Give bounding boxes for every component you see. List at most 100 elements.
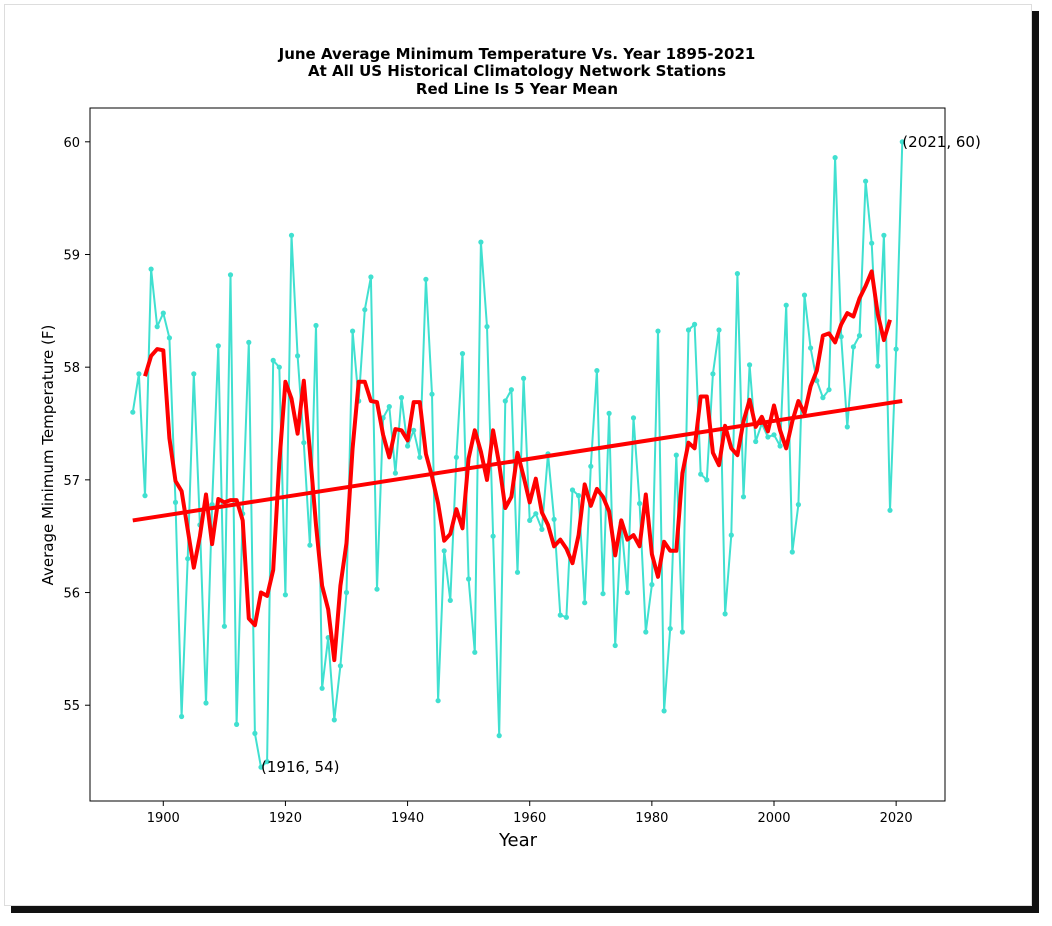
data-point (466, 576, 472, 582)
data-point (490, 533, 496, 539)
x-tick-label: 2000 (757, 811, 790, 826)
x-tick-label: 1940 (391, 811, 424, 826)
data-point (496, 733, 502, 739)
data-point (301, 440, 307, 446)
data-point (423, 276, 429, 282)
chart-title-line-1: June Average Minimum Temperature Vs. Yea… (278, 45, 756, 63)
y-tick-label: 60 (63, 136, 80, 151)
x-tick-label: 1920 (269, 811, 302, 826)
data-point (826, 387, 832, 393)
data-point (844, 424, 850, 430)
data-point (185, 556, 191, 562)
data-point (887, 507, 893, 513)
data-point (521, 375, 527, 381)
data-point (258, 764, 264, 770)
data-point (728, 532, 734, 538)
y-tick-label: 56 (63, 587, 80, 602)
data-point (282, 592, 288, 598)
five-year-mean-line (143, 269, 892, 663)
data-point (307, 542, 313, 548)
data-point (160, 310, 166, 316)
plot-area-frame (89, 107, 946, 802)
data-point (386, 404, 392, 410)
data-point (313, 322, 319, 329)
x-tick-label: 2020 (880, 811, 913, 826)
data-point (820, 395, 826, 401)
data-point (246, 339, 252, 345)
chart-title-line-2: At All US Historical Climatology Network… (308, 62, 726, 80)
data-point (221, 623, 227, 629)
data-point (453, 454, 459, 460)
data-point (881, 232, 887, 238)
data-point (655, 328, 661, 334)
plot-marks: (1916, 54) (2021, 60) (130, 133, 981, 776)
data-point (343, 589, 350, 596)
data-point (661, 708, 667, 714)
data-point (692, 321, 698, 327)
data-point (447, 597, 453, 604)
data-point (582, 600, 588, 606)
x-tick-label: 1900 (147, 811, 180, 826)
data-point (502, 398, 508, 404)
data-point (899, 139, 905, 145)
data-point (154, 324, 160, 330)
data-point (624, 589, 631, 596)
data-point (765, 434, 771, 440)
data-point (191, 371, 197, 377)
data-point (673, 452, 679, 458)
data-point (710, 371, 716, 377)
data-point (478, 239, 484, 245)
data-point (801, 292, 808, 298)
data-point (808, 345, 814, 351)
data-point (832, 155, 838, 161)
data-point (533, 511, 539, 517)
data-point (331, 717, 337, 723)
data-point (368, 274, 374, 280)
data-point (740, 494, 747, 500)
data-point (612, 642, 618, 649)
data-point (875, 363, 881, 369)
data-point (551, 516, 557, 522)
annotation-label: (2021, 60) (902, 133, 981, 151)
data-point (508, 387, 514, 393)
y-tick-label: 55 (63, 699, 80, 714)
data-point (142, 493, 148, 499)
data-point (594, 368, 600, 374)
data-point (856, 333, 863, 339)
data-point (172, 499, 179, 505)
y-tick-label: 57 (63, 474, 80, 489)
data-point (337, 663, 343, 669)
data-point (276, 364, 282, 370)
data-point (227, 272, 234, 278)
data-point (295, 353, 301, 359)
y-tick-label: 58 (63, 361, 80, 376)
data-point (130, 409, 136, 415)
data-point (771, 432, 777, 438)
data-point (270, 357, 276, 363)
data-point (863, 178, 869, 184)
data-point (704, 477, 710, 483)
data-point (472, 649, 478, 655)
data-point (734, 271, 741, 277)
data-point (716, 327, 722, 333)
data-point (747, 362, 753, 368)
data-point (539, 526, 545, 533)
data-point (722, 611, 728, 617)
data-point (850, 344, 857, 350)
data-point (679, 629, 686, 635)
annotation-label: (1916, 54) (261, 758, 340, 776)
data-point (411, 427, 417, 433)
data-point (362, 307, 368, 313)
data-point (557, 612, 563, 618)
data-point (252, 730, 258, 737)
data-point (777, 443, 783, 449)
data-point (514, 569, 521, 575)
data-point (588, 463, 594, 469)
data-point (527, 517, 533, 524)
x-tick-label: 1960 (513, 811, 546, 826)
data-point (838, 334, 844, 340)
data-point (459, 351, 466, 357)
data-point (893, 346, 899, 352)
data-point (576, 493, 582, 499)
data-point (643, 629, 649, 635)
